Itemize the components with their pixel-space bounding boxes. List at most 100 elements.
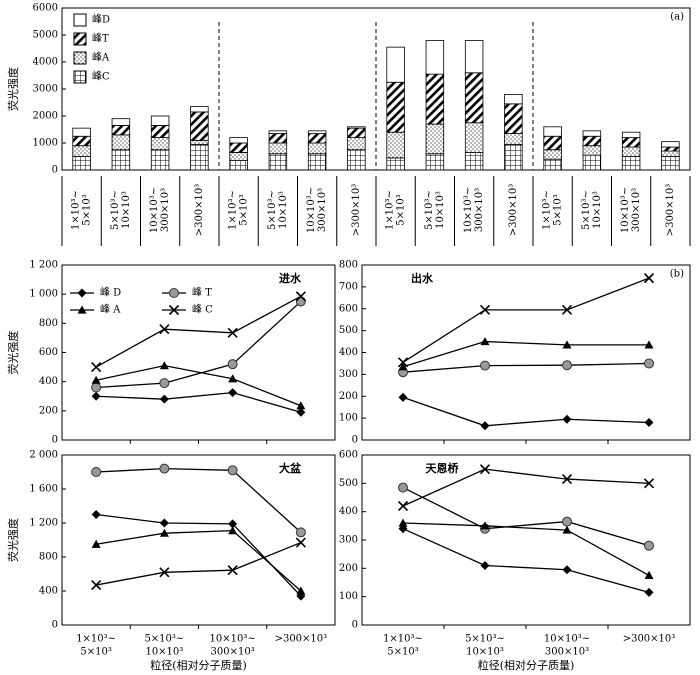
x-tick-label: 300×10³ [474, 188, 485, 232]
y-tick-label: 500 [339, 478, 358, 489]
x-tick-label: 300×10³ [545, 647, 589, 658]
legend-label: 峰T [92, 33, 109, 45]
bar-segment [150, 149, 170, 171]
marker [644, 587, 654, 597]
x-tick-label: 5×10³ [239, 194, 250, 225]
bar-segment [347, 127, 366, 138]
y-axis-label: 荧光强度 [6, 331, 20, 375]
bar-segment [307, 133, 327, 144]
marker [643, 478, 655, 489]
marker [397, 500, 409, 512]
marker [91, 467, 102, 477]
marker [227, 327, 238, 338]
marker-stroke [159, 567, 170, 578]
marker [561, 474, 573, 485]
marker [91, 382, 102, 393]
bar-segment [347, 126, 366, 129]
x-tick-label: 10×10³ [278, 191, 289, 229]
legend-swatch [73, 51, 87, 65]
x-tick-label: 5×10³ [387, 647, 418, 658]
bar-segment [229, 137, 248, 144]
x-tick-label: 5×10³ [80, 647, 111, 658]
x-tick-label: 1×10³~ [71, 190, 82, 230]
x-tick-label: 300×10³ [631, 188, 642, 232]
marker [159, 378, 170, 389]
legend-swatch [73, 32, 87, 46]
marker [228, 526, 238, 535]
bar-segment [621, 131, 641, 138]
series-line [95, 295, 302, 368]
y-tick-label: 200 [339, 563, 358, 574]
y-tick-label: 0 [352, 620, 358, 631]
marker-stroke [397, 357, 409, 368]
bar-segment [347, 137, 366, 151]
bar-segment [190, 139, 209, 145]
y-axis-label: 荧光强度 [6, 67, 20, 111]
y-tick-label: 1 600 [29, 484, 58, 495]
marker-stroke [561, 304, 573, 315]
bar-segment [307, 142, 327, 155]
bar-segment [111, 134, 131, 151]
legend-label: 峰 T [192, 287, 212, 299]
x-tick-label: >300×10³ [194, 184, 205, 237]
x-tick-label: 10×10³ [592, 191, 603, 229]
series-line [402, 362, 650, 373]
marker [91, 579, 102, 591]
marker [644, 570, 654, 580]
marker [296, 586, 306, 595]
marker [159, 361, 169, 370]
y-tick-label: 600 [339, 303, 358, 314]
marker [169, 288, 179, 298]
bar-segment [661, 146, 680, 152]
y-tick-label: 0 [352, 435, 358, 446]
x-tick-label: 10×10³ [466, 647, 504, 658]
marker [562, 516, 572, 527]
x-axis-label: 粒径(相对分子质量) [150, 658, 247, 672]
marker-stroke [227, 327, 238, 338]
bar-segment [386, 81, 405, 133]
marker [561, 304, 573, 315]
annotation: (a) [670, 12, 684, 23]
y-tick-label: 100 [339, 591, 358, 602]
bar-segment [111, 149, 131, 171]
marker [644, 540, 654, 551]
bar-segment [307, 130, 327, 134]
y-tick-label: 2000 [33, 111, 58, 122]
series-line [96, 541, 302, 586]
bar-segment [661, 141, 680, 148]
bar-segment [72, 145, 91, 157]
marker [295, 527, 306, 538]
bar-segment [72, 127, 91, 137]
bar-segment [150, 115, 170, 126]
marker [159, 394, 169, 404]
x-tick-label: 300×10³ [211, 647, 255, 658]
y-tick-label: 800 [339, 260, 358, 271]
marker [398, 518, 408, 527]
x-tick-label: >300×10³ [623, 634, 676, 645]
bar-segment [386, 46, 405, 83]
bar-segment [621, 146, 641, 157]
y-tick-label: 100 [339, 413, 358, 424]
x-tick-label: 10×10³~ [620, 187, 631, 233]
x-tick-label: 5×10³~ [110, 190, 121, 230]
x-tick-label: 5×10³~ [465, 634, 505, 645]
legend-marker [77, 288, 87, 298]
marker-stroke [479, 464, 491, 475]
legend-label: 峰D [92, 14, 110, 26]
y-tick-label: 800 [39, 552, 58, 563]
x-tick-label: 5×10³ [82, 194, 93, 225]
marker [644, 358, 654, 369]
y-tick-label: 600 [39, 347, 58, 358]
y-tick-label: 1 200 [29, 260, 58, 271]
marker [227, 465, 238, 476]
bar-segment [268, 133, 288, 144]
legend-label: 峰 D [100, 287, 121, 299]
x-tick-label: 1×10³~ [385, 190, 396, 230]
y-tick-label: 200 [339, 391, 358, 402]
series-line [96, 300, 302, 389]
marker [562, 360, 572, 371]
legend-marker [168, 304, 180, 316]
y-tick-label: 1 200 [29, 518, 58, 529]
x-tick-label: 10×10³ [145, 647, 183, 658]
marker [480, 360, 490, 371]
